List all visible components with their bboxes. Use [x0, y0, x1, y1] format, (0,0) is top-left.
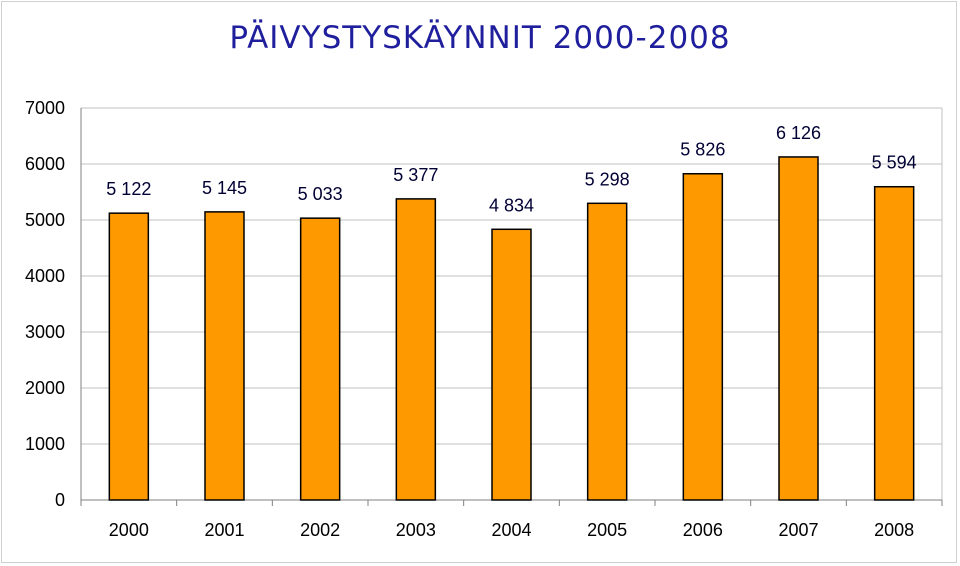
y-tick-label: 1000 [25, 434, 65, 454]
bar [491, 228, 532, 501]
y-tick-label: 3000 [25, 322, 65, 342]
bar [873, 185, 915, 501]
x-tick-label: 2005 [587, 520, 627, 540]
bar [108, 212, 150, 501]
data-label: 5 826 [680, 140, 725, 160]
x-tick-label: 2003 [396, 520, 436, 540]
x-tick-label: 2008 [874, 520, 914, 540]
data-label: 5 298 [585, 169, 630, 189]
y-tick-labels: 0 1000 2000 3000 4000 5000 6000 7000 [25, 98, 65, 510]
data-labels: 5 122 5 145 5 033 5 377 4 834 5 298 5 826 6 126… [106, 123, 916, 215]
bar [682, 172, 724, 501]
bar [395, 198, 437, 501]
x-tick-label: 2000 [109, 520, 149, 540]
x-tick-label: 2001 [204, 520, 244, 540]
chart-title: PÄIVYSTYSKÄYNNIT 2000-2008 [229, 20, 731, 56]
data-label: 4 834 [489, 195, 534, 215]
x-tick-labels: 2000 2001 2002 2003 2004 2005 2006 2007 2008 [109, 520, 914, 540]
x-tick-label: 2006 [683, 520, 723, 540]
data-label: 6 126 [776, 123, 821, 143]
x-tick-label: 2007 [778, 520, 818, 540]
bar [204, 211, 245, 501]
data-label: 5 594 [872, 153, 917, 173]
data-label: 5 122 [106, 179, 151, 199]
y-tick-label: 0 [55, 490, 65, 510]
y-tick-label: 6000 [25, 154, 65, 174]
bars [108, 156, 915, 501]
y-tick-label: 4000 [25, 266, 65, 286]
bar [778, 156, 819, 501]
bar [299, 217, 341, 501]
x-tick-label: 2002 [300, 520, 340, 540]
data-label: 5 377 [393, 165, 438, 185]
x-tick-label: 2004 [491, 520, 531, 540]
data-label: 5 033 [298, 184, 343, 204]
y-tick-label: 2000 [25, 378, 65, 398]
data-label: 5 145 [202, 178, 247, 198]
y-tick-label: 7000 [25, 98, 65, 118]
bar [586, 202, 628, 501]
y-tick-label: 5000 [25, 210, 65, 230]
